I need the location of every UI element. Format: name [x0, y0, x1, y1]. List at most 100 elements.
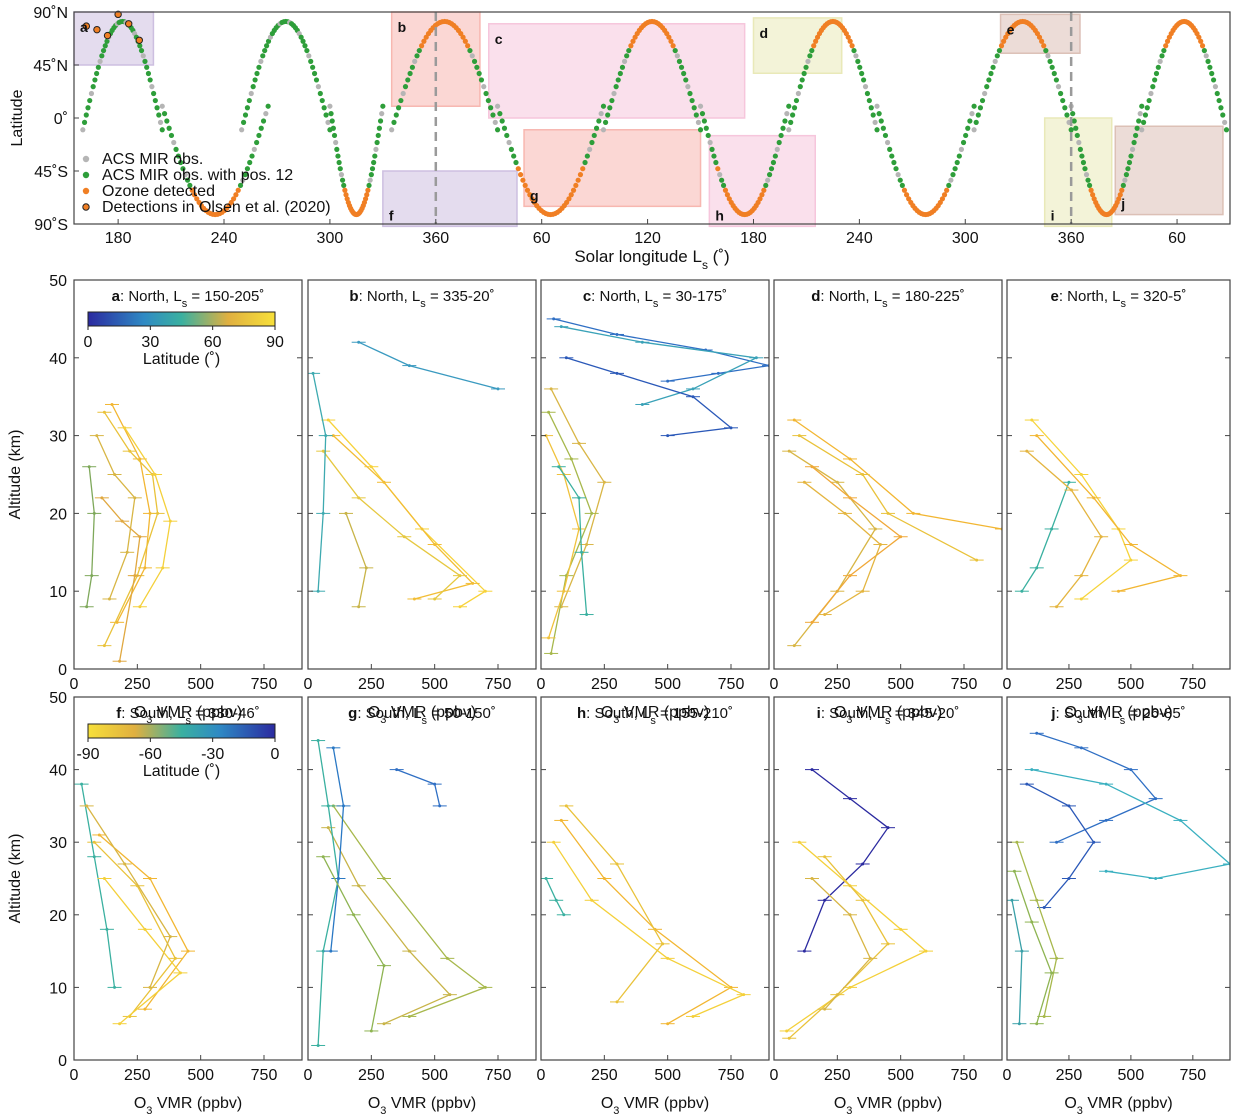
obs-point: [784, 111, 790, 117]
obs-point: [524, 187, 531, 193]
obs-point: [416, 47, 422, 54]
obs-point: [768, 166, 775, 172]
obs-point: [1036, 34, 1043, 40]
obs-point: [897, 177, 903, 183]
profile-line: [317, 740, 340, 1046]
obs-point: [621, 58, 628, 64]
obs-point: [522, 182, 528, 189]
x-tick-label: 750: [251, 1067, 278, 1084]
panel-series: [779, 768, 933, 1040]
obs-point: [252, 77, 258, 83]
profile-point: [615, 1000, 619, 1004]
x-tick-label: 360: [422, 230, 449, 247]
obs-point: [895, 172, 901, 178]
obs-point: [589, 139, 595, 146]
profile-point: [95, 434, 99, 438]
profile-point: [810, 620, 814, 624]
x-axis-title: O3 VMR (ppbv): [368, 1095, 476, 1116]
y-tick-label: 0: [58, 662, 67, 679]
obs-point: [263, 111, 269, 117]
obs-point: [400, 90, 406, 97]
profile-point: [559, 325, 563, 329]
obs-point: [847, 38, 853, 44]
obs-point: [719, 177, 725, 183]
profile-point: [1104, 869, 1108, 873]
obs-point: [481, 84, 487, 90]
x-tick-label: 0: [1003, 1067, 1012, 1084]
x-tick-label: 750: [1179, 1067, 1206, 1084]
obs-point: [254, 70, 260, 77]
obs-point: [939, 196, 946, 202]
obs-point: [954, 159, 960, 166]
profile-point: [802, 480, 806, 484]
profile-point: [143, 927, 147, 931]
obs-point: [239, 127, 245, 133]
profile-point: [92, 511, 96, 515]
profile-point: [1092, 496, 1096, 500]
obs-point: [575, 177, 581, 183]
profile-point: [1092, 840, 1096, 844]
profile-point: [810, 465, 814, 469]
obs-point: [668, 38, 674, 44]
legend-marker: [82, 155, 90, 163]
obs-point: [251, 146, 257, 152]
obs-point: [339, 177, 346, 183]
obs-point: [855, 58, 861, 64]
profile-point: [615, 371, 619, 375]
obs-point: [1083, 172, 1090, 178]
profile-point: [1129, 558, 1133, 562]
profile-point: [128, 449, 132, 453]
profile-point: [666, 379, 670, 383]
highlight-box: [382, 170, 518, 228]
profile-point: [133, 574, 137, 578]
profile-point: [549, 387, 553, 391]
profile-point: [580, 550, 584, 554]
obs-point: [1146, 97, 1152, 104]
obs-point: [1152, 77, 1158, 83]
colorbar-a: 0 30 60 90 Latitude (˚): [84, 311, 284, 368]
profile-point: [483, 985, 487, 989]
profile-point: [87, 465, 91, 469]
profile-point: [823, 1007, 827, 1011]
obs-point: [405, 77, 411, 83]
panel-series: [1014, 418, 1188, 609]
panel-f: 0 250 500 750 0 10 20 30 40 50 f: South, Ls = 330-…: [7, 690, 303, 1116]
obs-point: [161, 111, 168, 117]
profile-point: [861, 589, 865, 593]
x-tick-label: 250: [824, 1067, 851, 1084]
x-tick-label: 500: [187, 1067, 214, 1084]
obs-point: [866, 97, 872, 104]
profile-point: [742, 993, 746, 997]
profile-point: [357, 884, 361, 888]
profile-point: [496, 387, 500, 391]
profile-line: [103, 878, 182, 1025]
panel-series: [74, 782, 195, 1026]
profile-point: [552, 840, 556, 844]
obs-point: [157, 119, 164, 125]
profile-point: [861, 898, 865, 902]
box-label-h: h: [715, 207, 724, 223]
profile-point: [102, 410, 106, 414]
profile-point: [787, 449, 791, 453]
obs-point: [248, 90, 254, 97]
obs-point: [699, 111, 706, 117]
panel-title: h: South, Ls = 155-210˚: [577, 705, 733, 727]
obs-point: [147, 77, 153, 83]
obs-point: [887, 146, 893, 152]
obs-point: [600, 103, 607, 109]
y-tick-label: 0˚: [54, 111, 68, 128]
obs-point: [705, 132, 711, 139]
x-tick-label: 0: [770, 676, 779, 693]
x-tick-label: 250: [124, 676, 151, 693]
colorbar-tick-label: -90: [76, 746, 99, 763]
profile-point: [97, 833, 101, 837]
obs-point: [624, 53, 630, 59]
profile-point: [168, 935, 172, 939]
profile-line: [332, 805, 487, 1018]
profile-point: [326, 826, 330, 830]
profile-point: [691, 387, 695, 391]
profile-point: [1015, 840, 1019, 844]
obs-point: [240, 177, 246, 183]
obs-point: [159, 127, 165, 133]
